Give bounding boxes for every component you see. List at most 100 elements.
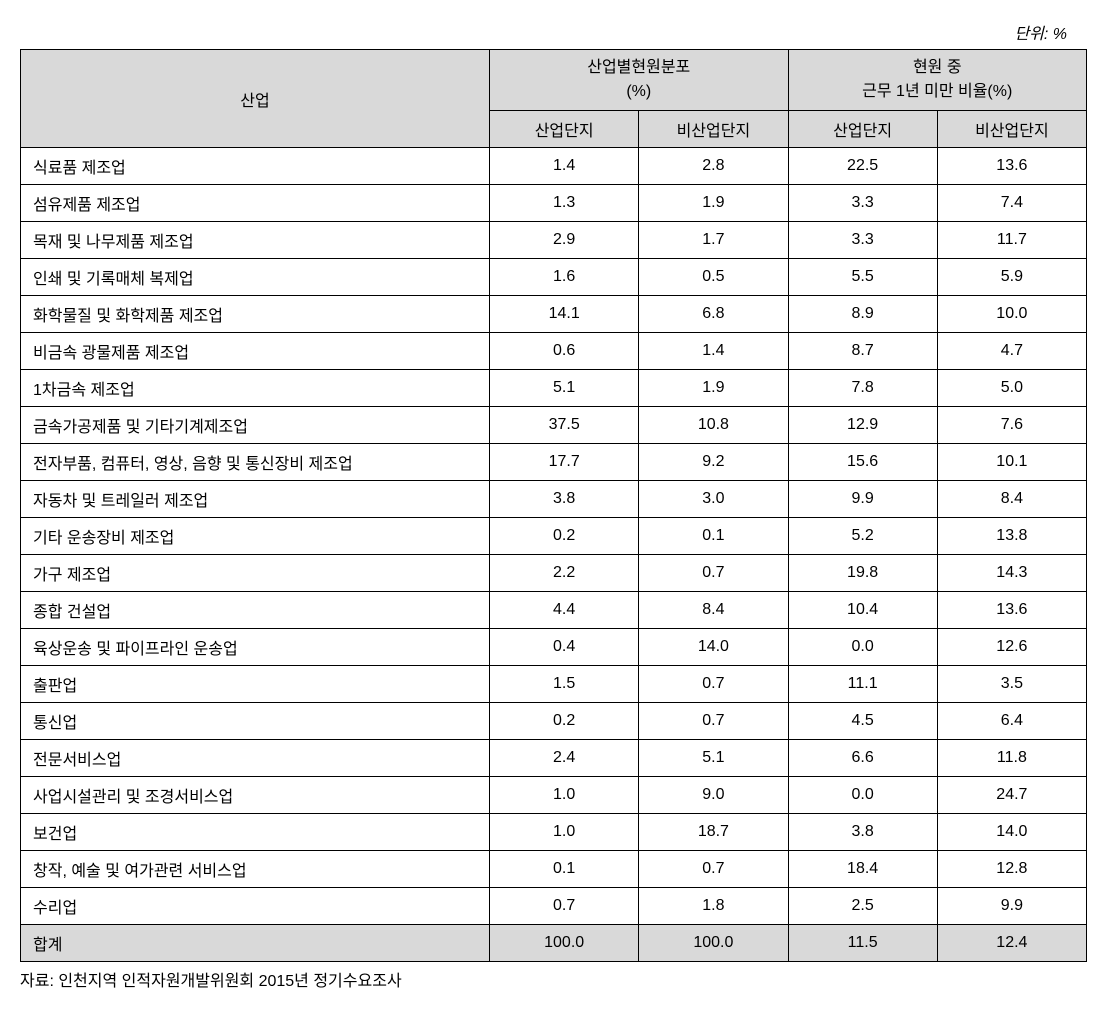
table-row: 기타 운송장비 제조업0.20.15.213.8 bbox=[21, 518, 1087, 555]
table-row: 전자부품, 컴퓨터, 영상, 음향 및 통신장비 제조업17.79.215.61… bbox=[21, 444, 1087, 481]
data-cell: 4.5 bbox=[788, 703, 937, 740]
industry-name-cell: 수리업 bbox=[21, 888, 490, 925]
table-row: 식료품 제조업1.42.822.513.6 bbox=[21, 148, 1087, 185]
header-industry: 산업 bbox=[21, 50, 490, 148]
table-row: 가구 제조업2.20.719.814.3 bbox=[21, 555, 1087, 592]
header-sub4: 비산업단지 bbox=[937, 111, 1086, 148]
industry-name-cell: 전문서비스업 bbox=[21, 740, 490, 777]
data-cell: 3.5 bbox=[937, 666, 1086, 703]
industry-name-cell: 식료품 제조업 bbox=[21, 148, 490, 185]
table-row: 통신업0.20.74.56.4 bbox=[21, 703, 1087, 740]
table-row: 종합 건설업4.48.410.413.6 bbox=[21, 592, 1087, 629]
data-cell: 0.5 bbox=[639, 259, 788, 296]
industry-table: 산업 산업별현원분포 (%) 현원 중 근무 1년 미만 비율(%) 산업단지 … bbox=[20, 49, 1087, 962]
header-sub1: 산업단지 bbox=[490, 111, 639, 148]
data-cell: 10.1 bbox=[937, 444, 1086, 481]
data-cell: 13.6 bbox=[937, 148, 1086, 185]
data-cell: 14.1 bbox=[490, 296, 639, 333]
data-cell: 1.6 bbox=[490, 259, 639, 296]
data-cell: 12.8 bbox=[937, 851, 1086, 888]
data-cell: 0.7 bbox=[490, 888, 639, 925]
header-group1-line1: 산업별현원분포 bbox=[587, 59, 690, 76]
industry-name-cell: 창작, 예술 및 여가관련 서비스업 bbox=[21, 851, 490, 888]
total-name-cell: 합계 bbox=[21, 925, 490, 962]
data-cell: 1.9 bbox=[639, 185, 788, 222]
table-row: 자동차 및 트레일러 제조업3.83.09.98.4 bbox=[21, 481, 1087, 518]
data-cell: 9.9 bbox=[937, 888, 1086, 925]
total-data-cell: 100.0 bbox=[490, 925, 639, 962]
data-cell: 14.0 bbox=[937, 814, 1086, 851]
data-cell: 3.8 bbox=[490, 481, 639, 518]
total-data-cell: 12.4 bbox=[937, 925, 1086, 962]
data-cell: 0.7 bbox=[639, 703, 788, 740]
industry-name-cell: 통신업 bbox=[21, 703, 490, 740]
industry-name-cell: 출판업 bbox=[21, 666, 490, 703]
data-cell: 1.0 bbox=[490, 814, 639, 851]
total-row: 합계100.0100.011.512.4 bbox=[21, 925, 1087, 962]
data-cell: 8.4 bbox=[639, 592, 788, 629]
data-cell: 19.8 bbox=[788, 555, 937, 592]
data-cell: 0.0 bbox=[788, 777, 937, 814]
data-cell: 3.0 bbox=[639, 481, 788, 518]
total-data-cell: 11.5 bbox=[788, 925, 937, 962]
data-cell: 1.7 bbox=[639, 222, 788, 259]
data-cell: 2.4 bbox=[490, 740, 639, 777]
industry-name-cell: 비금속 광물제품 제조업 bbox=[21, 333, 490, 370]
industry-name-cell: 목재 및 나무제품 제조업 bbox=[21, 222, 490, 259]
industry-name-cell: 금속가공제품 및 기타기계제조업 bbox=[21, 407, 490, 444]
data-cell: 3.3 bbox=[788, 222, 937, 259]
data-cell: 5.0 bbox=[937, 370, 1086, 407]
data-cell: 12.6 bbox=[937, 629, 1086, 666]
data-cell: 11.7 bbox=[937, 222, 1086, 259]
header-group2-line1: 현원 중 bbox=[913, 59, 962, 76]
data-cell: 7.6 bbox=[937, 407, 1086, 444]
data-cell: 0.1 bbox=[490, 851, 639, 888]
data-cell: 10.0 bbox=[937, 296, 1086, 333]
industry-name-cell: 화학물질 및 화학제품 제조업 bbox=[21, 296, 490, 333]
data-cell: 3.3 bbox=[788, 185, 937, 222]
data-cell: 1.4 bbox=[490, 148, 639, 185]
data-cell: 4.4 bbox=[490, 592, 639, 629]
header-group1-line2: (%) bbox=[626, 83, 651, 100]
header-sub3: 산업단지 bbox=[788, 111, 937, 148]
data-cell: 10.8 bbox=[639, 407, 788, 444]
header-group-tenure: 현원 중 근무 1년 미만 비율(%) bbox=[788, 50, 1087, 111]
industry-name-cell: 인쇄 및 기록매체 복제업 bbox=[21, 259, 490, 296]
table-row: 육상운송 및 파이프라인 운송업0.414.00.012.6 bbox=[21, 629, 1087, 666]
data-cell: 17.7 bbox=[490, 444, 639, 481]
industry-name-cell: 1차금속 제조업 bbox=[21, 370, 490, 407]
data-cell: 37.5 bbox=[490, 407, 639, 444]
data-cell: 2.9 bbox=[490, 222, 639, 259]
data-cell: 1.4 bbox=[639, 333, 788, 370]
data-cell: 14.0 bbox=[639, 629, 788, 666]
data-cell: 5.2 bbox=[788, 518, 937, 555]
data-cell: 7.4 bbox=[937, 185, 1086, 222]
total-data-cell: 100.0 bbox=[639, 925, 788, 962]
industry-name-cell: 기타 운송장비 제조업 bbox=[21, 518, 490, 555]
data-cell: 22.5 bbox=[788, 148, 937, 185]
table-row: 금속가공제품 및 기타기계제조업37.510.812.97.6 bbox=[21, 407, 1087, 444]
data-cell: 1.5 bbox=[490, 666, 639, 703]
table-row: 보건업1.018.73.814.0 bbox=[21, 814, 1087, 851]
data-cell: 24.7 bbox=[937, 777, 1086, 814]
data-cell: 0.1 bbox=[639, 518, 788, 555]
data-cell: 2.2 bbox=[490, 555, 639, 592]
table-row: 출판업1.50.711.13.5 bbox=[21, 666, 1087, 703]
data-cell: 1.8 bbox=[639, 888, 788, 925]
table-row: 사업시설관리 및 조경서비스업1.09.00.024.7 bbox=[21, 777, 1087, 814]
table-row: 화학물질 및 화학제품 제조업14.16.88.910.0 bbox=[21, 296, 1087, 333]
data-cell: 11.1 bbox=[788, 666, 937, 703]
table-row: 비금속 광물제품 제조업0.61.48.74.7 bbox=[21, 333, 1087, 370]
data-cell: 4.7 bbox=[937, 333, 1086, 370]
table-row: 인쇄 및 기록매체 복제업1.60.55.55.9 bbox=[21, 259, 1087, 296]
industry-name-cell: 보건업 bbox=[21, 814, 490, 851]
data-cell: 6.6 bbox=[788, 740, 937, 777]
data-cell: 0.7 bbox=[639, 851, 788, 888]
industry-name-cell: 육상운송 및 파이프라인 운송업 bbox=[21, 629, 490, 666]
data-cell: 3.8 bbox=[788, 814, 937, 851]
unit-label: 단위: % bbox=[20, 20, 1087, 44]
data-cell: 14.3 bbox=[937, 555, 1086, 592]
data-cell: 2.8 bbox=[639, 148, 788, 185]
data-cell: 0.7 bbox=[639, 666, 788, 703]
data-cell: 18.7 bbox=[639, 814, 788, 851]
